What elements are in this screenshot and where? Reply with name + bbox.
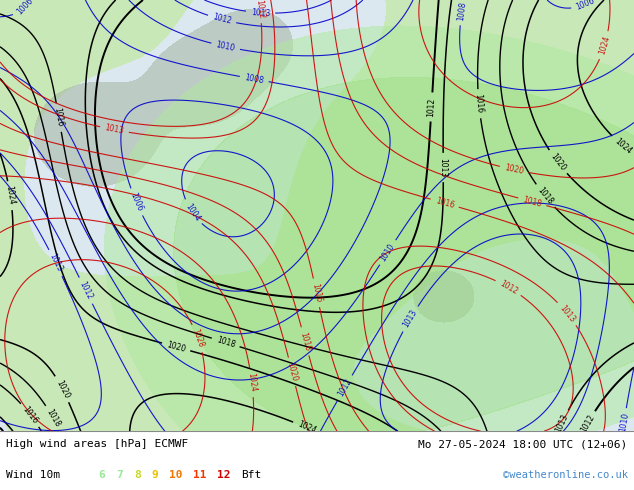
Text: 1016: 1016 [474, 94, 484, 114]
Text: 1012: 1012 [579, 413, 596, 434]
Text: 1012: 1012 [336, 377, 354, 398]
Text: 1012: 1012 [77, 280, 94, 301]
Text: ©weatheronline.co.uk: ©weatheronline.co.uk [503, 470, 628, 480]
Text: 1010: 1010 [216, 40, 236, 53]
Text: 1018: 1018 [45, 408, 62, 429]
Text: 1012: 1012 [498, 279, 519, 296]
Text: 1010: 1010 [618, 412, 630, 433]
Text: 1020: 1020 [285, 361, 299, 382]
Text: 1024: 1024 [612, 136, 633, 155]
Text: 1016: 1016 [21, 405, 39, 425]
Text: 1018: 1018 [522, 195, 543, 209]
Text: 1020: 1020 [548, 151, 567, 172]
Text: 1020: 1020 [504, 163, 524, 176]
Text: 6: 6 [98, 470, 105, 480]
Text: 1020: 1020 [165, 340, 186, 354]
Text: 1012: 1012 [427, 97, 437, 117]
Text: 1013: 1013 [104, 123, 125, 136]
Text: 1016: 1016 [434, 196, 455, 210]
Text: 1013: 1013 [250, 7, 271, 18]
Text: 1006: 1006 [574, 0, 596, 12]
Text: 1028: 1028 [190, 328, 205, 349]
Text: 1008: 1008 [244, 73, 264, 85]
Text: 1006: 1006 [129, 192, 145, 213]
Text: 1012: 1012 [254, 0, 266, 19]
Text: 1013: 1013 [48, 252, 64, 273]
Text: 7: 7 [116, 470, 123, 480]
Text: 1008: 1008 [456, 0, 467, 21]
Text: 1004: 1004 [183, 202, 202, 223]
Text: 1013: 1013 [558, 303, 577, 324]
Text: 1013: 1013 [554, 413, 570, 434]
Text: 1016: 1016 [53, 107, 65, 128]
Text: 12: 12 [217, 470, 231, 480]
Text: 8: 8 [134, 470, 141, 480]
Text: Wind 10m: Wind 10m [6, 470, 60, 480]
Text: 1018: 1018 [298, 331, 312, 352]
Text: 1006: 1006 [15, 0, 35, 17]
Text: 11: 11 [193, 470, 207, 480]
Text: Bft: Bft [242, 470, 262, 480]
Text: 10: 10 [169, 470, 183, 480]
Text: 1013: 1013 [401, 308, 419, 329]
Text: Mo 27-05-2024 18:00 UTC (12+06): Mo 27-05-2024 18:00 UTC (12+06) [418, 439, 628, 449]
Text: High wind areas [hPa] ECMWF: High wind areas [hPa] ECMWF [6, 439, 188, 449]
Text: 1016: 1016 [310, 283, 323, 303]
Text: 1012: 1012 [212, 13, 232, 26]
Text: 1024: 1024 [296, 420, 317, 436]
Text: 1018: 1018 [215, 335, 236, 349]
Text: 1024: 1024 [597, 35, 612, 56]
Text: 1010: 1010 [378, 242, 397, 263]
Text: 1024: 1024 [246, 372, 257, 392]
Text: 1013: 1013 [439, 158, 448, 177]
Text: 1020: 1020 [54, 378, 71, 400]
Text: 1024: 1024 [4, 185, 16, 206]
Text: 9: 9 [152, 470, 158, 480]
Text: 1018: 1018 [536, 186, 555, 206]
